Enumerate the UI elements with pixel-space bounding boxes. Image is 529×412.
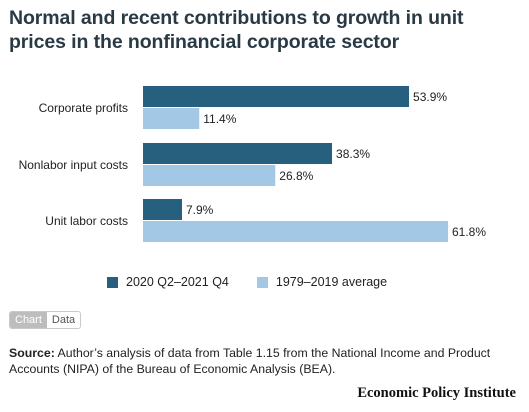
bar: [143, 108, 200, 129]
source-text: Author’s analysis of data from Table 1.1…: [9, 346, 491, 376]
legend-item-series-2: 1979–2019 average: [256, 275, 388, 289]
data-label: 7.9%: [186, 203, 214, 217]
legend-swatch-series-2: [256, 276, 268, 288]
bar: [143, 221, 449, 242]
source-prefix: Source:: [9, 346, 55, 360]
bar: [143, 143, 333, 164]
category-label: Unit labor costs: [45, 214, 128, 228]
data-label: 38.3%: [336, 147, 370, 161]
legend-label-series-2: 1979–2019 average: [275, 275, 388, 289]
data-label: 61.8%: [452, 225, 486, 239]
bar: [143, 165, 276, 186]
legend: 2020 Q2–2021 Q4 1979–2019 average: [107, 275, 415, 289]
bar-chart: Corporate profits 53.9% 11.4% Nonlabor inpu…: [19, 86, 486, 242]
brand-logo: Economic Policy Institute: [357, 385, 516, 401]
legend-swatch-series-1: [107, 276, 118, 288]
source-note: Source: Author’s analysis of data from T…: [9, 345, 519, 377]
category-label: Nonlabor input costs: [19, 158, 128, 172]
bar: [143, 86, 410, 107]
data-tab[interactable]: Data: [46, 312, 81, 328]
legend-item-series-1: 2020 Q2–2021 Q4: [107, 275, 229, 289]
data-label: 26.8%: [279, 169, 313, 183]
chart-title: Normal and recent contributions to growt…: [9, 7, 464, 53]
bar: [143, 199, 182, 220]
legend-label-series-1: 2020 Q2–2021 Q4: [126, 275, 229, 289]
chart-data-toggle: Chart Data: [9, 311, 82, 329]
data-label: 11.4%: [203, 112, 236, 126]
category-label: Corporate profits: [39, 101, 128, 115]
data-label: 53.9%: [413, 90, 447, 104]
chart-tab[interactable]: Chart: [10, 312, 47, 328]
